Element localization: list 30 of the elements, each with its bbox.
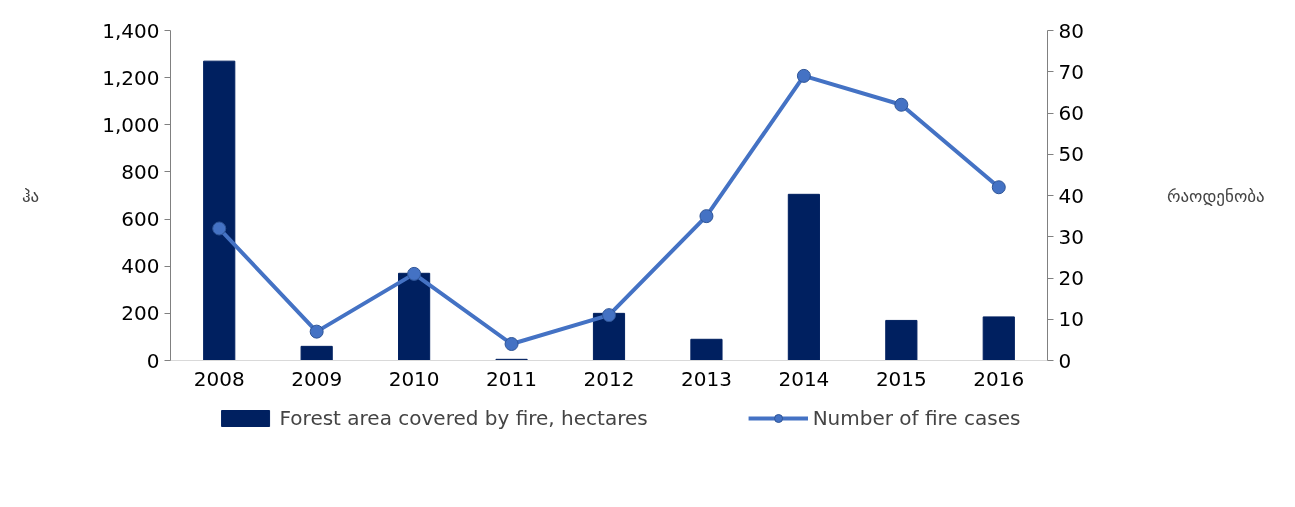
x-tick-label: 2014 <box>778 366 830 391</box>
y-tick-label: 800 <box>121 159 160 184</box>
x-tick-label: 2008 <box>193 366 245 391</box>
x-tick-label: 2016 <box>973 366 1025 391</box>
y-tick-label: 1,400 <box>102 18 160 43</box>
x-tick-label: 2012 <box>583 366 635 391</box>
y2-tick-label: 0 <box>1058 348 1072 373</box>
y2-tick-label: 30 <box>1058 224 1084 249</box>
y2-tick-label: 10 <box>1058 307 1084 332</box>
y2-tick-label: 60 <box>1058 101 1084 125</box>
y-tick-label: 400 <box>121 254 160 279</box>
y2-axis-title: რაოდენობა <box>1166 185 1265 206</box>
y2-tick-label: 80 <box>1058 18 1084 43</box>
x-tick-label: 2013 <box>681 366 732 391</box>
y-tick-label: 1,200 <box>102 65 160 90</box>
x-tick-label: 2010 <box>388 366 440 391</box>
y-tick-label: 600 <box>121 207 160 232</box>
y2-tick-label: 50 <box>1058 142 1084 167</box>
y2-tick-label: 70 <box>1058 59 1084 84</box>
y-tick-label: 200 <box>121 301 160 326</box>
y-tick-label: 1,000 <box>102 112 160 137</box>
x-tick-label: 2009 <box>291 366 343 391</box>
y-tick-label: 0 <box>146 348 160 373</box>
y2-tick-label: 20 <box>1058 266 1084 290</box>
y-axis-title: ჰა <box>21 185 40 206</box>
x-tick-label: 2011 <box>486 366 538 391</box>
x-tick-label: 2015 <box>875 366 927 391</box>
y2-tick-label: 40 <box>1058 183 1084 208</box>
legend-label: Number of fire cases <box>812 406 1021 430</box>
legend-label: Forest area covered by fire, hectares <box>279 406 648 430</box>
